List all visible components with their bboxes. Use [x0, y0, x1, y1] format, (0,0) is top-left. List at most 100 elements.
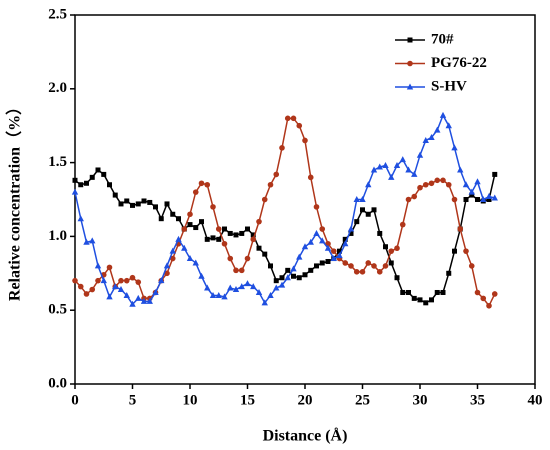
marker: [348, 230, 354, 236]
marker: [175, 235, 182, 242]
marker: [446, 270, 452, 276]
marker: [451, 196, 458, 203]
marker: [480, 196, 487, 202]
marker: [181, 244, 188, 251]
marker: [342, 240, 349, 247]
marker: [101, 171, 107, 177]
series-line: [74, 117, 496, 308]
legend-label: PG76-22: [431, 55, 487, 71]
marker: [290, 115, 297, 122]
marker: [388, 260, 394, 266]
marker: [256, 245, 262, 251]
marker: [337, 248, 342, 254]
marker: [330, 248, 337, 254]
marker: [439, 111, 447, 118]
marker: [77, 215, 84, 222]
marker: [250, 283, 257, 290]
x-axis-label: Distance (Å): [263, 427, 348, 445]
x-tick-label: 20: [298, 392, 313, 408]
marker: [112, 192, 118, 198]
marker: [216, 236, 222, 242]
marker: [411, 170, 418, 177]
marker: [118, 201, 124, 207]
marker: [232, 286, 240, 293]
marker: [210, 235, 216, 241]
marker: [302, 272, 308, 278]
marker: [376, 163, 383, 170]
marker: [256, 218, 262, 225]
marker: [359, 196, 366, 202]
marker: [314, 263, 319, 269]
marker: [261, 196, 268, 203]
marker: [187, 211, 193, 218]
marker: [491, 194, 498, 201]
series-line: [74, 113, 495, 306]
marker: [365, 260, 372, 266]
marker: [135, 294, 142, 301]
marker: [222, 226, 227, 232]
marker: [158, 216, 164, 222]
marker: [296, 275, 302, 281]
marker: [457, 226, 464, 232]
marker: [399, 156, 406, 163]
marker: [308, 267, 314, 273]
marker: [474, 178, 481, 185]
marker: [193, 225, 199, 231]
y-tick-label: 1.5: [48, 154, 67, 170]
marker: [416, 151, 424, 158]
marker: [475, 197, 480, 202]
marker: [83, 238, 90, 245]
marker: [394, 245, 400, 252]
marker: [71, 188, 79, 195]
marker: [411, 193, 418, 200]
marker: [313, 204, 320, 210]
marker: [284, 115, 291, 122]
marker: [434, 289, 440, 295]
marker: [411, 295, 417, 301]
marker: [388, 173, 395, 180]
marker: [164, 201, 170, 207]
marker: [417, 297, 423, 303]
marker: [204, 236, 210, 242]
y-axis-label: Relative concentration（%）: [6, 99, 24, 301]
marker: [313, 229, 320, 236]
marker: [382, 162, 389, 169]
marker: [342, 236, 348, 242]
marker: [83, 291, 90, 297]
marker: [463, 248, 469, 254]
marker: [365, 211, 371, 217]
legend-marker: [407, 37, 413, 43]
marker: [227, 284, 234, 291]
marker: [215, 291, 222, 298]
marker: [382, 263, 389, 269]
marker: [221, 293, 228, 300]
marker: [440, 177, 446, 184]
marker: [371, 263, 377, 269]
marker: [406, 289, 411, 295]
marker: [106, 293, 113, 300]
marker: [141, 198, 147, 204]
marker: [268, 263, 273, 269]
marker: [198, 272, 205, 279]
marker: [273, 284, 280, 291]
marker: [204, 284, 211, 291]
marker: [72, 277, 78, 284]
marker: [302, 137, 308, 144]
marker: [296, 253, 303, 260]
marker: [325, 258, 331, 264]
x-tick-label: 25: [355, 392, 370, 408]
marker: [238, 267, 245, 274]
marker: [400, 289, 406, 295]
marker: [278, 281, 286, 288]
marker: [451, 144, 458, 151]
marker: [370, 166, 378, 173]
marker: [388, 248, 395, 254]
marker: [319, 226, 326, 232]
marker: [417, 184, 423, 191]
marker: [250, 236, 257, 243]
marker: [255, 288, 263, 295]
marker: [107, 182, 112, 188]
marker: [360, 207, 365, 213]
x-tick-label: 30: [413, 392, 428, 408]
